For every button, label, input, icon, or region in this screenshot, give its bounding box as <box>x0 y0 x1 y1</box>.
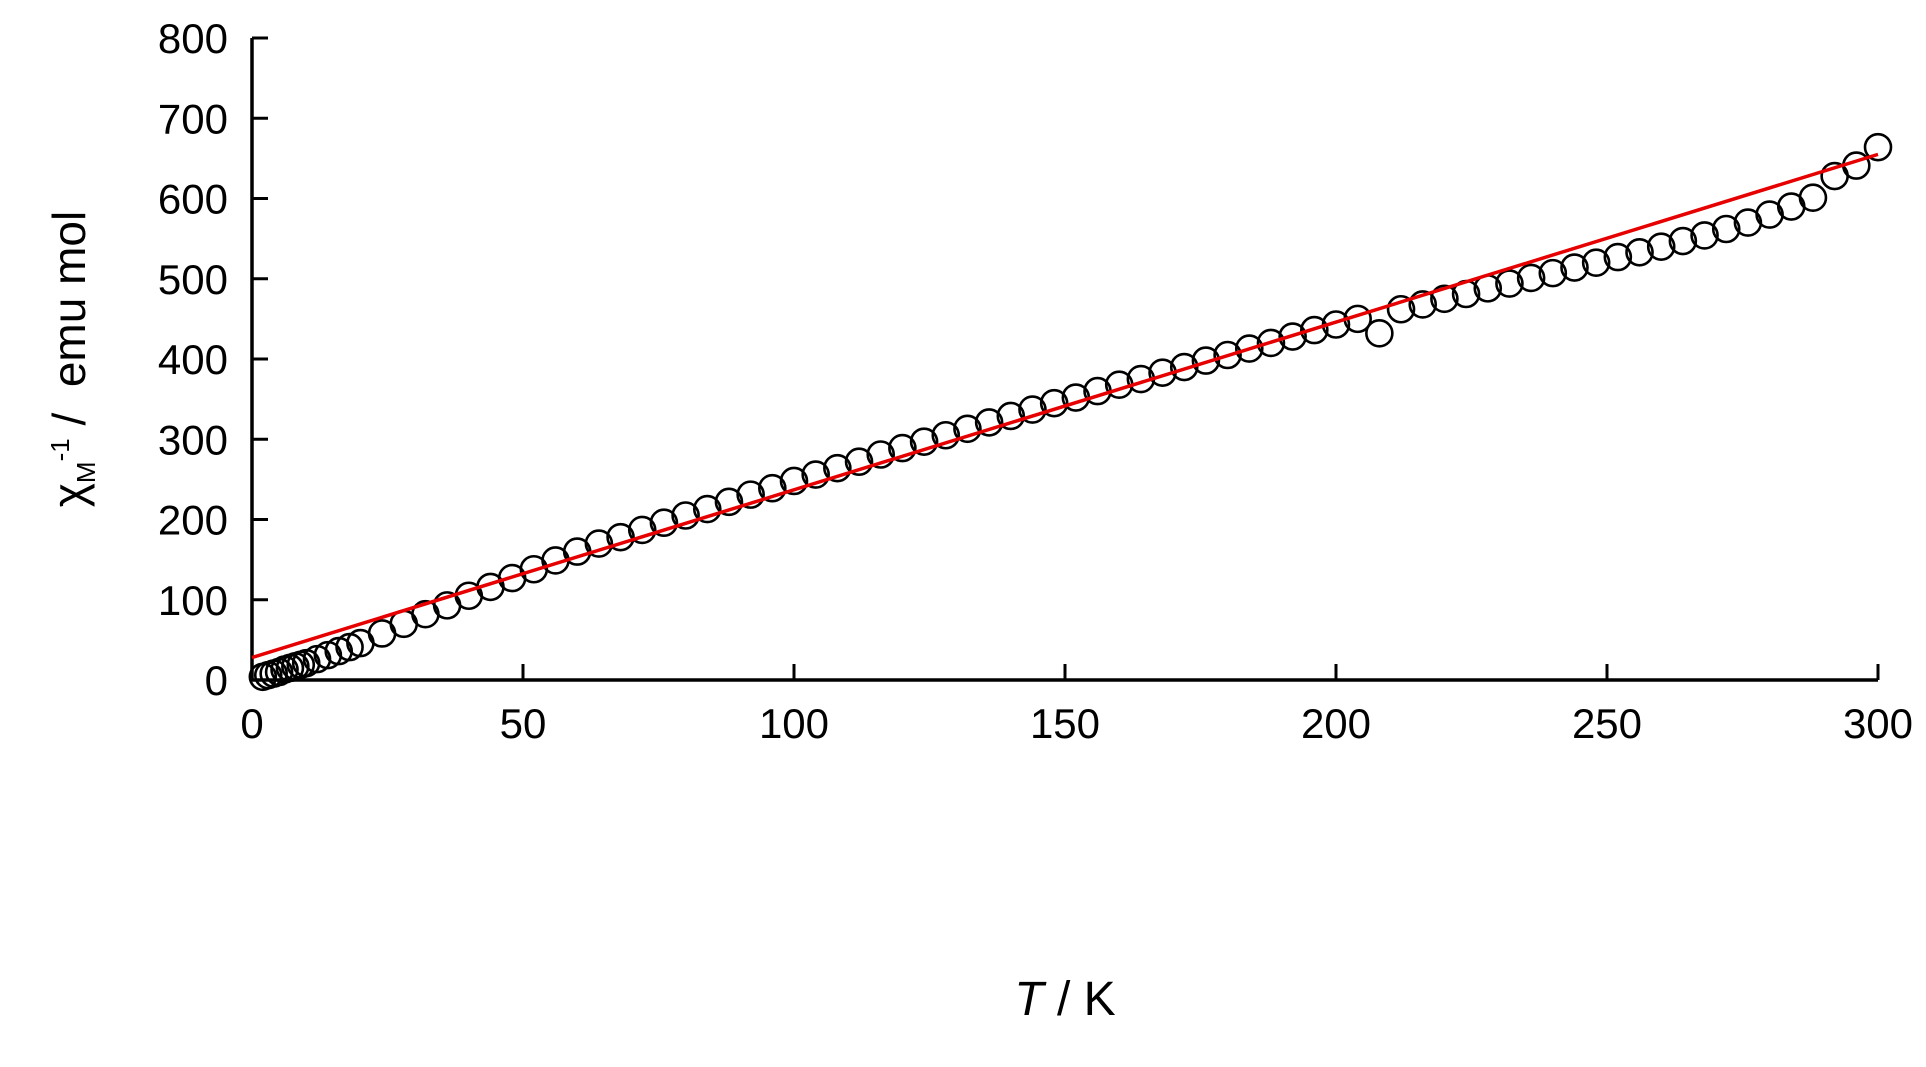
data-point-marker <box>758 473 787 503</box>
data-point-marker <box>844 447 874 477</box>
data-point-marker <box>627 515 657 545</box>
data-point-marker <box>1625 237 1654 267</box>
data-point-marker <box>692 494 722 524</box>
x-tick-label: 100 <box>759 700 829 747</box>
data-point-marker <box>736 480 765 509</box>
data-point-marker <box>888 433 917 463</box>
data-point-marker <box>931 420 961 450</box>
x-axis-label: T / K <box>252 965 1878 1035</box>
y-tick-label: 600 <box>158 176 228 223</box>
data-point-marker <box>1690 221 1719 250</box>
data-point-marker <box>866 440 896 469</box>
data-point-marker <box>1560 253 1589 282</box>
data-point-marker <box>1863 132 1893 162</box>
x-tick-label: 50 <box>500 700 547 747</box>
y-tick-label: 0 <box>205 657 228 704</box>
data-point-marker <box>1018 395 1047 424</box>
data-point-marker <box>714 487 744 517</box>
y-tick-label: 100 <box>158 577 228 624</box>
data-point-marker <box>953 414 982 444</box>
data-point-marker <box>779 466 809 496</box>
x-tick-label: 250 <box>1572 700 1642 747</box>
x-tick-label: 0 <box>240 700 263 747</box>
data-point-marker <box>1365 319 1394 348</box>
data-point-marker <box>1495 269 1524 298</box>
x-label-variable: T <box>1014 973 1044 1026</box>
data-point-marker <box>1191 346 1221 375</box>
fit-line <box>251 152 1879 660</box>
y-tick-label: 800 <box>158 15 228 62</box>
data-point-marker <box>1213 340 1242 370</box>
y-tick-label: 400 <box>158 336 228 383</box>
y-tick-label: 200 <box>158 497 228 544</box>
x-tick-label: 300 <box>1843 700 1913 747</box>
data-point-marker <box>1603 242 1633 272</box>
data-point-marker <box>1039 388 1069 418</box>
x-tick-label: 200 <box>1301 700 1371 747</box>
data-point-marker <box>1798 183 1828 212</box>
y-tick-label: 500 <box>158 256 228 303</box>
data-point-marker <box>1581 248 1611 278</box>
y-label-superscript: -1 <box>45 438 75 462</box>
data-point-marker <box>1256 328 1286 358</box>
y-tick-label: 700 <box>158 95 228 142</box>
data-point-marker <box>1711 214 1741 244</box>
data-point-marker <box>1668 226 1698 256</box>
y-label-units: / emu mol <box>43 210 95 439</box>
data-point-marker <box>1430 284 1459 314</box>
y-axis-label: χM-1 / emu mol <box>27 0 101 719</box>
data-point-marker <box>1169 352 1199 382</box>
chi-symbol: χ <box>43 483 95 508</box>
data-point-marker <box>801 460 830 489</box>
data-point-marker <box>996 401 1026 431</box>
data-point-marker <box>974 408 1004 437</box>
data-point-marker <box>606 522 635 552</box>
data-point-marker <box>1300 315 1329 345</box>
data-point-marker <box>649 508 679 538</box>
data-point-marker <box>1278 322 1307 351</box>
data-point-marker <box>671 501 700 530</box>
y-label-subscript: M <box>71 461 101 484</box>
data-point-marker <box>1386 294 1416 324</box>
data-point-marker <box>909 427 939 456</box>
data-point-marker <box>1234 334 1264 363</box>
data-point-marker <box>584 529 614 558</box>
x-tick-label: 150 <box>1030 700 1100 747</box>
data-point-marker <box>823 453 852 483</box>
data-point-marker <box>1516 263 1546 293</box>
x-label-units: / K <box>1043 973 1116 1026</box>
y-tick-label: 300 <box>158 416 228 463</box>
data-point-marker <box>1408 290 1438 319</box>
data-point-marker <box>1538 258 1568 288</box>
data-point-marker <box>1646 232 1676 261</box>
